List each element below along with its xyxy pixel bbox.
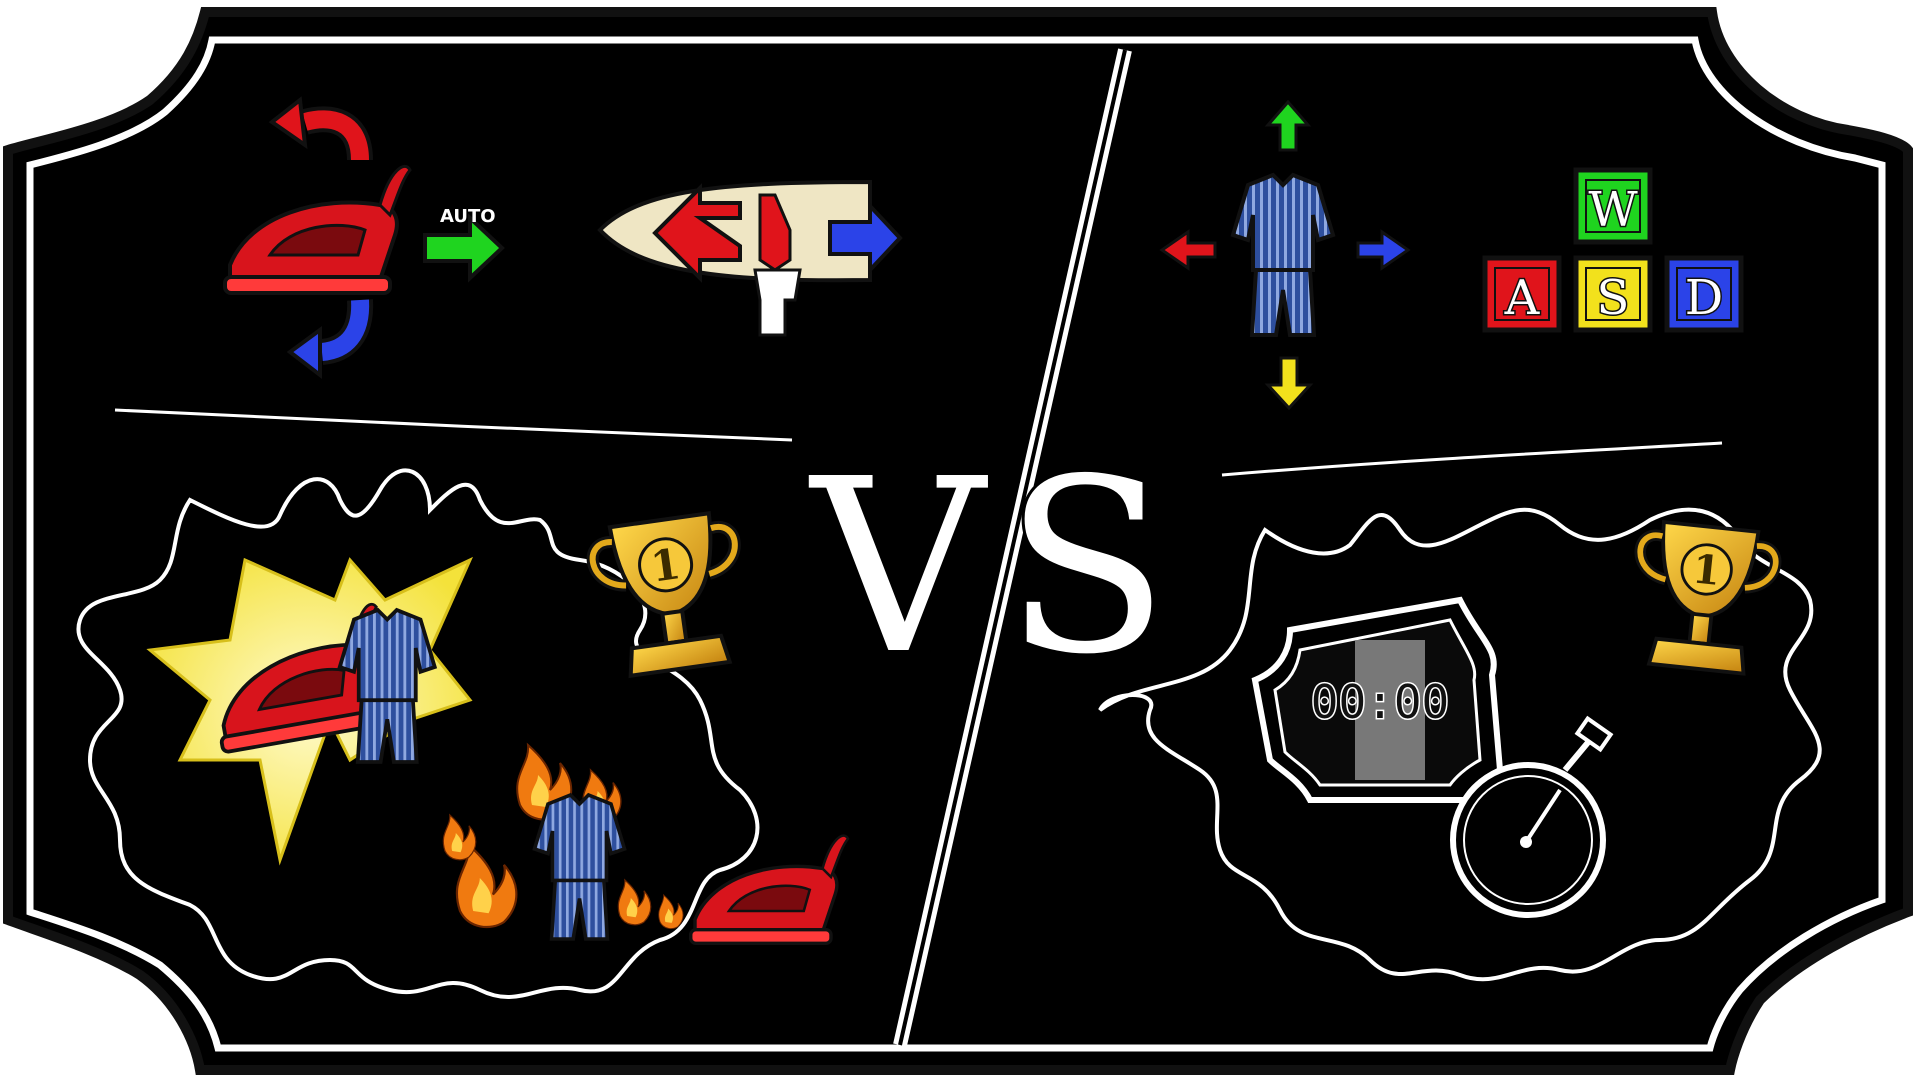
key-d-label: D [1685, 270, 1723, 326]
key-w-label: W [1588, 182, 1638, 238]
key-a: A [1482, 255, 1562, 333]
left-separator-line [114, 408, 793, 442]
key-s: S [1573, 255, 1653, 333]
rotate-right-arrow-icon [286, 299, 374, 380]
key-s-label: S [1597, 270, 1630, 326]
left-controls: AUTO [223, 96, 903, 380]
ironing-board-icon [597, 179, 903, 283]
board-inner-outline [26, 36, 1886, 1052]
digital-timer-icon: 00:00 [1251, 596, 1504, 803]
auto-label: AUTO [440, 206, 496, 227]
right-outcome-burst [1098, 507, 1822, 982]
arrow-up-icon [1264, 99, 1312, 152]
trophy-rank-label: 1 [1690, 546, 1722, 595]
right-controls: W A S D [1159, 99, 1744, 411]
trophy-icon: 1 [1629, 520, 1779, 676]
versus-label: VS [808, 427, 1189, 707]
rotate-left-arrow-icon [268, 96, 373, 161]
stopwatch-icon [1450, 715, 1614, 918]
arrow-down-icon [1264, 356, 1314, 411]
arrow-left-icon [1159, 229, 1217, 271]
key-d: D [1664, 255, 1744, 333]
auto-forward-arrow-icon [423, 213, 505, 283]
left-outcome-burst [76, 468, 760, 1000]
trophy-icon: 1 [588, 510, 751, 678]
arrow-right-icon [1356, 229, 1411, 271]
trophy-rank-label: 1 [648, 539, 684, 592]
right-separator-line [1221, 441, 1723, 477]
hand-swipe-icon [753, 193, 802, 337]
board-frame [2, 6, 1913, 1075]
key-a-label: A [1504, 270, 1541, 326]
timer-display: 00:00 [1311, 675, 1449, 729]
key-w: W [1573, 167, 1653, 245]
